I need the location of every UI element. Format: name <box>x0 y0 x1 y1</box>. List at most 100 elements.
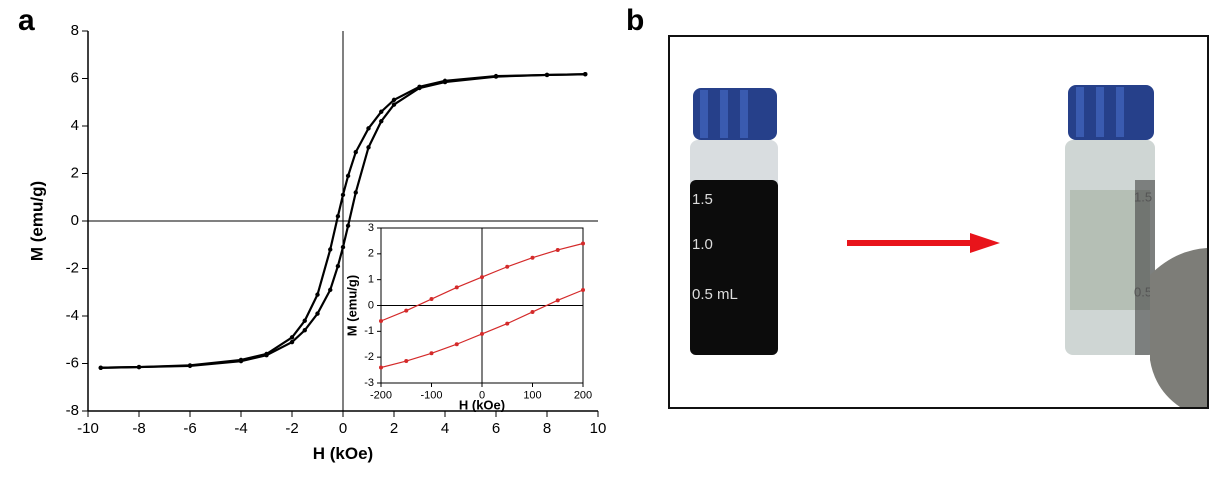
x-tick-label: 200 <box>574 390 592 402</box>
photo: 1.5 1.0 0.5 mL 1.5 0.5 <box>668 35 1209 409</box>
cap-ridge <box>700 90 708 138</box>
data-point <box>429 351 434 356</box>
x-tick-label: 8 <box>543 420 551 437</box>
data-point <box>187 363 193 369</box>
vial-mark: 1.5 <box>692 191 713 208</box>
y-tick-label: 1 <box>368 274 374 286</box>
data-point <box>505 321 510 326</box>
y-tick-label: -3 <box>364 377 374 389</box>
y-tick-label: 0 <box>71 212 79 229</box>
x-tick-label: 0 <box>339 420 347 437</box>
panel-label: b <box>626 4 644 37</box>
data-point <box>98 365 103 370</box>
cap-ridge <box>1116 87 1124 137</box>
y-tick-label: 3 <box>368 222 374 234</box>
data-point <box>583 72 588 77</box>
y-tick-label: 4 <box>71 117 79 134</box>
y-tick-label: -2 <box>364 351 374 363</box>
data-point <box>429 297 434 302</box>
data-point <box>302 318 307 323</box>
x-axis-label: H (kOe) <box>459 398 505 413</box>
data-point <box>315 292 320 297</box>
y-tick-label: -2 <box>66 259 79 276</box>
data-point <box>391 102 397 107</box>
y-tick-label: 0 <box>368 299 374 311</box>
vial-mark: 1.5 <box>1134 189 1152 204</box>
data-point <box>391 97 397 103</box>
magnet <box>1150 248 1207 407</box>
cap-ridge <box>720 90 728 138</box>
data-point <box>581 241 585 246</box>
x-axis-label: H (kOe) <box>313 444 373 463</box>
data-point <box>555 247 560 252</box>
data-point <box>505 264 510 269</box>
data-point <box>544 72 550 78</box>
data-point <box>530 309 535 314</box>
data-point <box>404 308 409 313</box>
data-point <box>136 364 142 370</box>
y-tick-label: 2 <box>368 248 374 260</box>
y-tick-label: -6 <box>66 354 79 371</box>
vial-mark: 0.5 mL <box>692 286 738 303</box>
data-point <box>366 126 371 131</box>
data-point <box>302 328 307 333</box>
x-tick-label: 100 <box>523 390 541 402</box>
data-point <box>442 79 448 85</box>
x-tick-label: -8 <box>132 420 145 437</box>
data-point <box>379 365 383 370</box>
data-point <box>335 263 341 269</box>
data-point <box>404 359 409 364</box>
cap-ridge <box>1096 87 1104 137</box>
x-tick-label: 4 <box>441 420 449 437</box>
cap-ridge <box>740 90 748 138</box>
data-point <box>315 311 320 316</box>
data-point <box>345 173 351 179</box>
data-point <box>340 244 346 250</box>
data-point <box>335 214 341 219</box>
x-tick-label: -4 <box>234 420 247 437</box>
data-point <box>379 319 383 323</box>
y-tick-label: 8 <box>71 22 79 39</box>
cap <box>693 88 777 140</box>
data-point <box>340 192 346 198</box>
data-point <box>289 335 295 340</box>
y-axis-label: M (emu/g) <box>344 275 359 336</box>
y-tick-label: -4 <box>66 307 79 324</box>
data-point <box>480 331 484 336</box>
arrow-head <box>970 233 1000 253</box>
data-point <box>328 287 333 293</box>
data-point <box>328 247 333 252</box>
x-tick-label: 2 <box>390 420 398 437</box>
cap <box>1068 85 1154 140</box>
liquid <box>690 180 778 355</box>
x-tick-label: -200 <box>370 390 392 402</box>
cap-ridge <box>1076 87 1084 137</box>
data-point <box>353 149 358 155</box>
x-tick-label: 10 <box>590 420 607 437</box>
y-tick-label: 6 <box>71 69 79 86</box>
data-point <box>353 190 358 195</box>
vial-mark: 0.5 <box>1134 284 1152 299</box>
data-point <box>454 285 459 290</box>
y-tick-label: -1 <box>364 325 374 337</box>
data-point <box>555 298 560 303</box>
x-tick-label: -6 <box>183 420 196 437</box>
data-point <box>238 358 244 364</box>
x-tick-label: -100 <box>420 390 442 402</box>
data-point <box>417 85 422 91</box>
x-tick-label: 0 <box>479 390 485 402</box>
x-tick-label: -2 <box>285 420 298 437</box>
data-point <box>530 255 535 260</box>
data-point <box>264 352 269 358</box>
data-point <box>289 339 295 345</box>
y-axis-label: M (emu/g) <box>27 181 46 261</box>
y-tick-label: 2 <box>71 164 79 181</box>
y-tick-label: -8 <box>66 402 79 419</box>
data-point <box>379 119 384 124</box>
panel-label: a <box>18 4 35 37</box>
data-point <box>581 288 585 292</box>
x-tick-label: 6 <box>492 420 500 437</box>
data-point <box>366 145 371 150</box>
data-point <box>379 109 384 114</box>
